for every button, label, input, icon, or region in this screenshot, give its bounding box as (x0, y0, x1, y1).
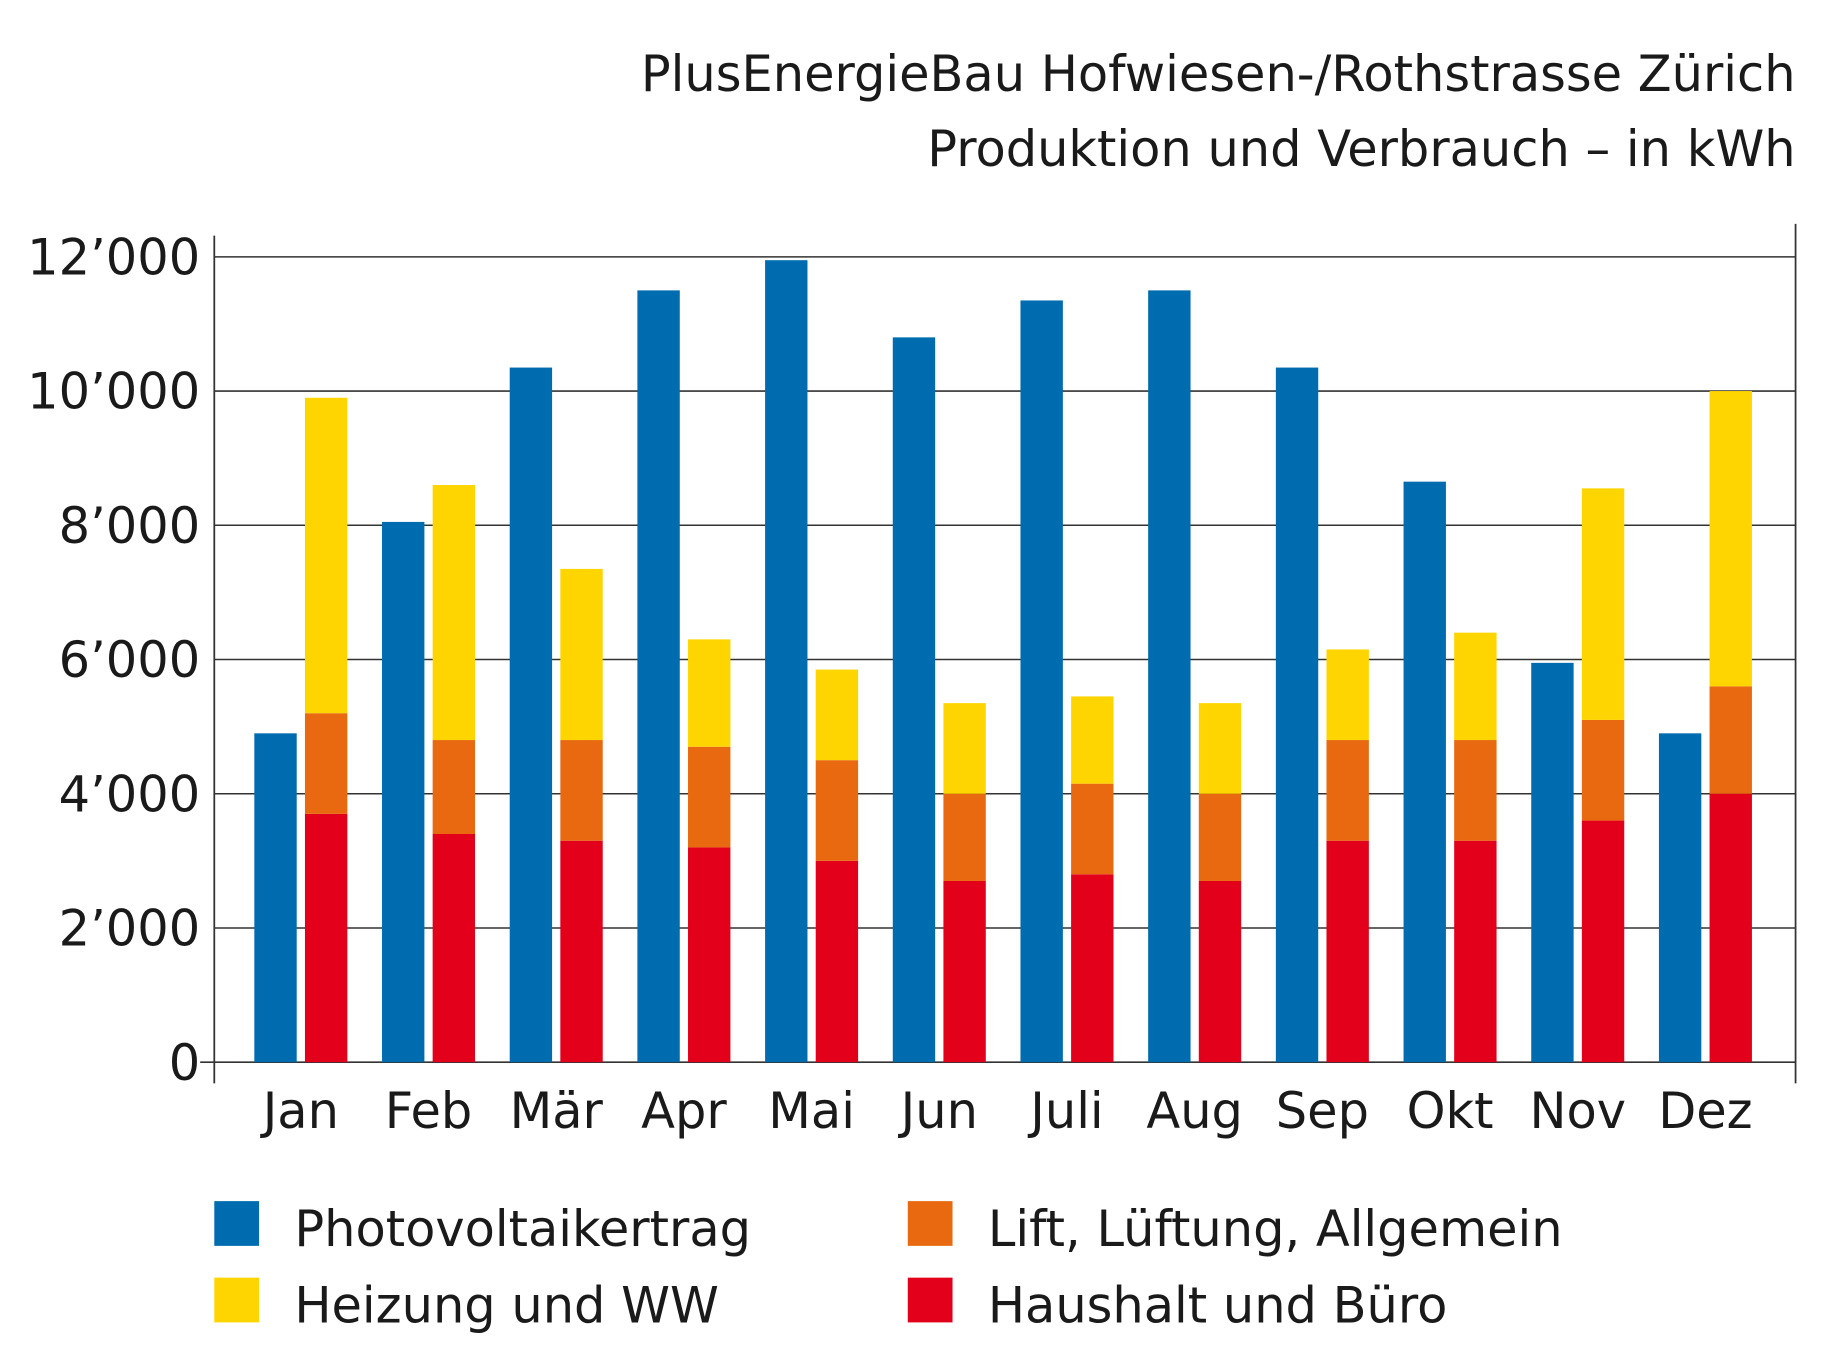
y-tick-label: 8’000 (59, 497, 201, 555)
bar-photovoltaik-Feb (382, 521, 425, 1063)
bar-segment-2-Nov (1581, 488, 1625, 720)
bar-segment-2-Sep (1326, 649, 1369, 741)
bar-photovoltaik-Jan (254, 733, 297, 1063)
bar-segment-0-Feb (432, 834, 476, 1063)
chart-title: PlusEnergieBau Hofwiesen-/Rothstrasse Zü… (641, 45, 1796, 103)
legend-swatch (214, 1277, 260, 1323)
bar-segment-2-Mai (815, 669, 859, 761)
bar-segment-1-Aug (1198, 793, 1242, 881)
legend: Photovoltaikertrag Lift, Lüftung, Allgeme… (214, 1200, 1563, 1334)
bar-photovoltaik-Nov (1531, 662, 1574, 1063)
legend-label: Haushalt und Büro (988, 1276, 1448, 1334)
bar-segment-1-Juli (1071, 783, 1114, 875)
x-tick-label: Okt (1407, 1082, 1494, 1140)
bar-segment-0-Juli (1071, 874, 1114, 1063)
bar-segment-0-Mai (815, 860, 859, 1063)
bar-photovoltaik-Juli (1020, 300, 1063, 1063)
bar-segment-0-Sep (1326, 840, 1369, 1063)
x-tick-label: Jan (260, 1082, 339, 1140)
bar-segment-2-Juli (1071, 696, 1114, 784)
bar-segment-2-Okt (1454, 632, 1497, 741)
legend-label: Photovoltaikertrag (294, 1200, 751, 1258)
bar-photovoltaik-Jun (892, 337, 936, 1063)
bar-segment-0-Apr (688, 847, 731, 1063)
bar-photovoltaik-Mär (509, 367, 553, 1063)
bar-segment-2-Aug (1198, 703, 1242, 794)
y-tick-label: 12’000 (27, 228, 200, 286)
legend-label: Heizung und WW (294, 1276, 719, 1334)
y-tick-label: 10’000 (27, 363, 200, 421)
x-tick-label: Mai (768, 1082, 855, 1140)
legend-swatch (907, 1277, 953, 1323)
x-tick-label: Juli (1027, 1082, 1103, 1140)
y-tick-label: 4’000 (59, 765, 201, 823)
axes (213, 223, 1797, 1084)
bar-segment-2-Jun (943, 703, 986, 794)
grid: 0 2’000 4’000 6’000 8’000 10’000 12’000 (27, 228, 1796, 1092)
bar-segment-2-Apr (688, 639, 731, 747)
bar-segment-2-Dez (1709, 391, 1752, 687)
bar-segment-0-Nov (1581, 820, 1625, 1063)
bar-segment-1-Nov (1581, 719, 1625, 821)
bar-segment-1-Mär (560, 740, 603, 841)
bar-segment-1-Jun (943, 793, 986, 881)
bar-segment-2-Jan (304, 397, 348, 714)
bar-segment-1-Jan (304, 713, 348, 814)
legend-swatch (907, 1201, 953, 1246)
legend-swatch (214, 1201, 260, 1246)
x-tick-label: Aug (1146, 1082, 1243, 1140)
bar-segment-0-Okt (1454, 840, 1497, 1063)
bar-segment-1-Sep (1326, 740, 1369, 841)
x-tick-label: Sep (1276, 1082, 1369, 1140)
y-tick-label: 0 (169, 1034, 200, 1092)
bar-segment-1-Feb (432, 740, 476, 835)
bar-segment-0-Jan (304, 813, 348, 1063)
bar-segment-1-Mai (815, 760, 859, 861)
bar-segment-2-Feb (432, 485, 476, 741)
x-tick-label: Jun (898, 1082, 978, 1140)
bar-segment-2-Mär (560, 568, 603, 741)
chart-subtitle: Produktion und Verbrauch – in kWh (927, 120, 1795, 178)
legend-label: Lift, Lüftung, Allgemein (988, 1200, 1563, 1258)
x-tick-label: Apr (641, 1082, 727, 1140)
bar-photovoltaik-Apr (637, 290, 680, 1063)
bar-segment-0-Aug (1198, 880, 1242, 1063)
bar-segment-1-Apr (688, 746, 731, 848)
x-tick-label: Feb (385, 1082, 473, 1140)
y-tick-label: 2’000 (59, 900, 201, 958)
y-tick-label: 6’000 (59, 631, 201, 689)
bar-segment-0-Jun (943, 880, 986, 1063)
x-tick-labels: Jan Feb Mär Apr Mai Jun Juli Aug Sep Okt Nov Dez (260, 1082, 1753, 1140)
bar-photovoltaik-Sep (1275, 367, 1319, 1063)
bar-segment-0-Mär (560, 840, 603, 1063)
bars (254, 260, 1752, 1063)
bar-photovoltaik-Okt (1403, 481, 1446, 1063)
x-tick-label: Nov (1529, 1082, 1625, 1140)
bar-segment-1-Okt (1454, 740, 1497, 841)
x-tick-label: Mär (510, 1082, 604, 1140)
bar-photovoltaik-Dez (1658, 733, 1702, 1063)
bar-segment-0-Dez (1709, 793, 1752, 1063)
x-tick-label: Dez (1658, 1082, 1752, 1140)
bar-photovoltaik-Aug (1148, 290, 1191, 1063)
bar-photovoltaik-Mai (765, 260, 808, 1063)
bar-segment-1-Dez (1709, 686, 1752, 794)
